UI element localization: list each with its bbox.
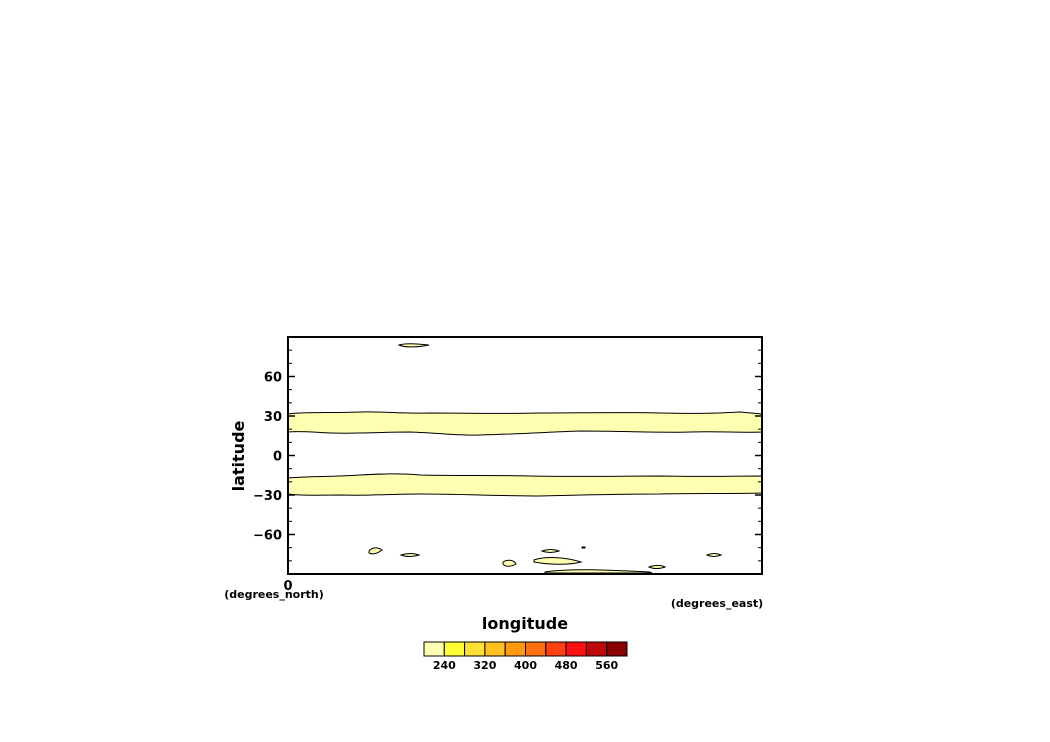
patch-8 xyxy=(705,553,723,557)
colorbar: 240 320 400 480 560 xyxy=(423,641,628,672)
colorbar-bin xyxy=(585,641,608,657)
y-ticks: 60 30 0 −30 −60 xyxy=(253,336,762,575)
y-axis-title: latitude xyxy=(229,420,248,491)
colorbar-bin xyxy=(464,641,486,657)
colorbar-label: 400 xyxy=(514,659,537,672)
southern-band xyxy=(287,473,763,497)
x-ticks: 0 xyxy=(283,579,292,594)
y-tick-label: −60 xyxy=(253,529,282,544)
y-tick-label: 60 xyxy=(264,371,282,386)
plot-frame xyxy=(288,337,762,574)
patch-4 xyxy=(533,557,583,565)
contour-fills xyxy=(287,343,763,574)
colorbar-bin xyxy=(606,641,628,657)
colorbar-bin xyxy=(504,641,527,657)
patch-5 xyxy=(502,559,517,567)
x-axis-title: longitude xyxy=(482,614,568,633)
colorbar-bin xyxy=(423,641,445,657)
arctic-patch xyxy=(397,343,430,348)
patch-6 xyxy=(544,569,653,574)
colorbar-label: 320 xyxy=(473,659,496,672)
colorbar-bin xyxy=(484,641,506,657)
y-tick-label: −30 xyxy=(253,489,282,504)
y-tick-label: 0 xyxy=(273,450,282,465)
patch-2 xyxy=(399,553,421,557)
colorbar-bin xyxy=(545,641,567,657)
patch-1 xyxy=(368,547,383,555)
colorbar-label: 480 xyxy=(555,659,578,672)
northern-band xyxy=(287,411,763,436)
colorbar-label: 240 xyxy=(433,659,456,672)
colorbar-bin xyxy=(525,641,547,657)
y-tick-label: 30 xyxy=(264,410,282,425)
colorbar-bin xyxy=(565,641,587,657)
patch-9 xyxy=(581,546,586,549)
colorbar-label: 560 xyxy=(595,659,618,672)
y-axis-units: (degrees_north) xyxy=(224,588,324,601)
colorbar-bin xyxy=(443,641,466,657)
patch-7 xyxy=(647,565,667,569)
patch-3 xyxy=(540,549,561,553)
x-tick-label: 0 xyxy=(283,579,292,594)
x-axis-units: (degrees_east) xyxy=(671,597,763,610)
